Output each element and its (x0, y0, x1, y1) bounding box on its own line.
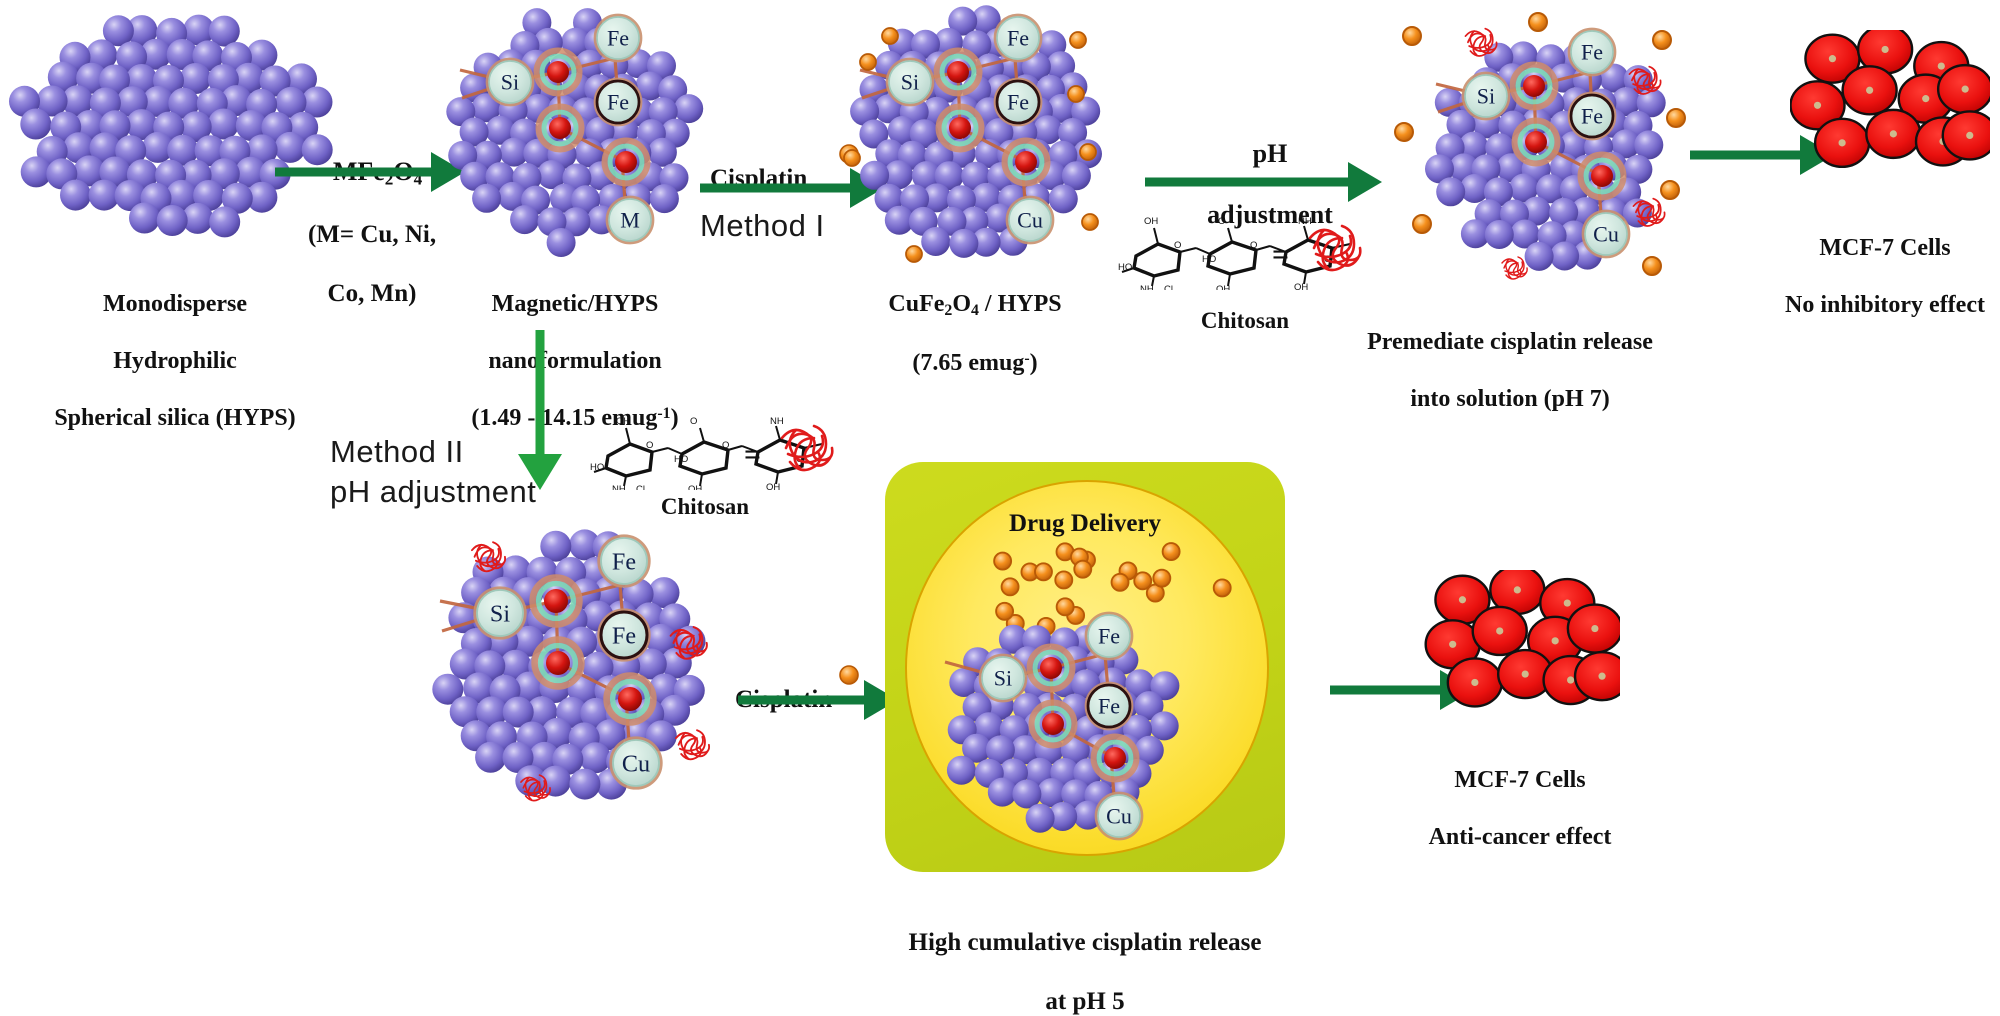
mcf7-bottom-svg (1424, 570, 1620, 708)
svg-text:Si: Si (901, 70, 919, 95)
arrow-shaft (738, 695, 866, 705)
chitosan-structure-top: OH O HO O HO O NH O NH3Cl OH OH (1118, 200, 1368, 290)
mcf7-cells-bottom (1420, 570, 1620, 730)
svg-text:Fe: Fe (1098, 694, 1120, 719)
svg-text:Fe: Fe (1581, 104, 1603, 129)
svg-text:Fe: Fe (607, 26, 629, 51)
mcf7-cells-top (1790, 30, 1990, 190)
silica-spheres-svg (9, 14, 333, 238)
svg-text:HO: HO (590, 462, 604, 473)
chitosan-coated-svg: Si Fe Fe Cu (432, 529, 711, 802)
caption-mcf7-top: MCF-7 Cells No inhibitory effect (1785, 235, 1985, 318)
magnetic-hyps-cluster: Si Fe Fe M (440, 8, 710, 260)
mcf7-top-svg (1790, 30, 1990, 169)
arrow-shaft (1330, 685, 1442, 695)
arrow-ph-adjustment-label: pH adjustment (1207, 138, 1333, 230)
arrow-method-one-bottom-label: Method I (700, 208, 825, 243)
svg-text:OH: OH (1144, 216, 1158, 227)
arrow-shaft (700, 183, 852, 193)
svg-text:O: O (722, 440, 729, 451)
premediate-release-cluster: Si Fe Fe Cu (1394, 12, 1690, 284)
caption-start-l2: Hydrophilic (113, 347, 237, 374)
svg-text:HO: HO (1202, 254, 1216, 265)
svg-text:O: O (646, 440, 653, 451)
caption-magnetic-hyps: Magnetic/HYPS nanoformulation (1.49 - 14… (471, 291, 679, 431)
svg-text:NH: NH (1140, 284, 1154, 290)
arrow-head (518, 454, 562, 490)
svg-text:OH: OH (688, 484, 702, 490)
svg-text:O: O (1174, 240, 1181, 251)
cufe2o4-hyps-svg: Si Fe Fe Cu (843, 5, 1102, 263)
svg-text:Cu: Cu (1593, 222, 1619, 247)
svg-text:Fe: Fe (612, 548, 636, 575)
svg-text:NH: NH (1298, 216, 1312, 227)
svg-text:Fe: Fe (1007, 90, 1029, 115)
drug-delivery-cluster-svg: Si Fe Fe Cu (944, 611, 1180, 841)
svg-text:Cu: Cu (622, 750, 650, 777)
drug-delivery-title: Drug Delivery (1008, 510, 1162, 537)
svg-text:OH: OH (1294, 282, 1308, 290)
svg-text:Cu: Cu (1106, 804, 1132, 829)
svg-text:Fe: Fe (612, 622, 636, 649)
chitosan-coil-bottom (780, 424, 834, 472)
cufe2o4-hyps-cluster: Si Fe Fe Cu (840, 5, 1110, 263)
svg-text:NH: NH (770, 416, 784, 427)
svg-text:OH: OH (766, 482, 780, 490)
svg-text:M: M (620, 208, 640, 233)
caption-mcf7-bottom: MCF-7 Cells Anti-cancer effect (1428, 767, 1612, 850)
caption-premediate-release: Premediate cisplatin release into soluti… (1367, 329, 1653, 412)
arrow-method-two-label: Method II pH adjustment (330, 434, 537, 510)
svg-text:HO: HO (1118, 262, 1132, 273)
svg-text:O: O (690, 416, 697, 427)
chitosan-coated-cluster: Si Fe Fe Cu (420, 525, 730, 805)
arrow-head (1348, 162, 1382, 202)
arrow-mfe2o4-bottom-label: (M= Cu, Ni, Co, Mn) (307, 220, 437, 307)
cisplatin-dot-bottom (839, 665, 859, 685)
svg-text:NH: NH (612, 484, 626, 490)
arrow-shaft (275, 167, 433, 177)
svg-text:Fe: Fe (1581, 40, 1603, 65)
svg-text:Cu: Cu (1017, 208, 1043, 233)
caption-start: Monodisperse Hydrophilic Spherical silic… (0, 262, 350, 432)
svg-text:Cl: Cl (1164, 284, 1173, 290)
caption-cufe2o4-hyps: CuFe2O4 / HYPS (7.65 emug-) (888, 291, 1062, 377)
free-cisplatin-dots (993, 542, 1232, 653)
chitosan-label-top: Chitosan (1200, 308, 1290, 334)
caption-start-l1: Monodisperse (103, 291, 247, 318)
chitosan-coil-top (1308, 224, 1362, 272)
drug-delivery-box: Drug Delivery Si Fe Fe Cu (885, 462, 1285, 872)
caption-drug-delivery: High cumulative cisplatin release at pH … (908, 928, 1262, 1015)
svg-text:Fe: Fe (1007, 26, 1029, 51)
svg-text:OH: OH (616, 416, 630, 427)
svg-text:O: O (1218, 216, 1225, 227)
chitosan-equals-top: = (1272, 238, 1290, 271)
figure-canvas: Monodisperse Hydrophilic Spherical silic… (0, 5, 1990, 1015)
svg-text:Si: Si (1477, 84, 1495, 109)
arrow-shaft (535, 330, 545, 456)
silica-cluster-start (9, 8, 340, 248)
svg-text:Si: Si (501, 70, 519, 95)
svg-text:Si: Si (490, 600, 510, 627)
drug-delivery-cluster: Si Fe Fe Cu (933, 610, 1233, 860)
svg-text:Si: Si (994, 666, 1012, 691)
premediate-release-svg: Si Fe Fe Cu (1394, 12, 1686, 280)
magnetic-hyps-svg: Si Fe Fe M (446, 8, 704, 257)
chitosan-equals-bottom: = (744, 438, 762, 471)
svg-text:OH: OH (1216, 284, 1230, 290)
svg-text:Fe: Fe (1098, 624, 1120, 649)
arrow-shaft (1690, 150, 1802, 160)
svg-text:O: O (1250, 240, 1257, 251)
arrow-shaft (1145, 177, 1350, 187)
chitosan-label-bottom: Chitosan (660, 494, 750, 520)
caption-start-l3: Spherical silica (HYPS) (54, 404, 296, 431)
svg-text:Cl: Cl (636, 484, 645, 490)
svg-text:HO: HO (674, 454, 688, 465)
svg-text:Fe: Fe (607, 90, 629, 115)
